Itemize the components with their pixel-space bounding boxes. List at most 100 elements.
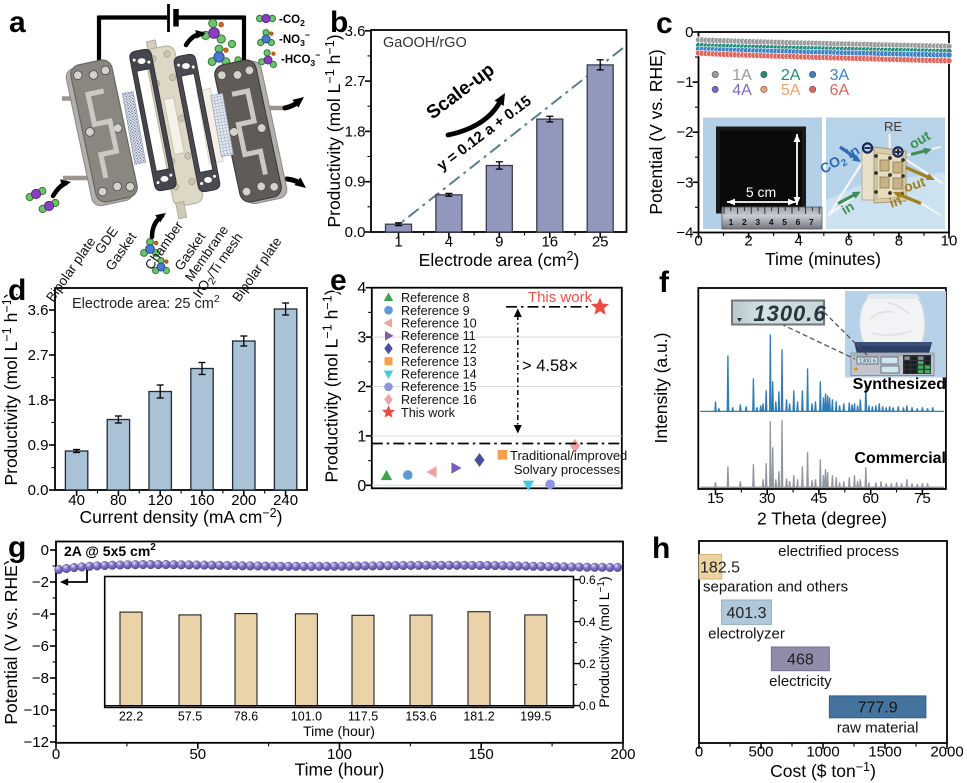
svg-text:Productivity (mol L−1): Productivity (mol L−1) [596, 576, 612, 707]
svg-text:3A: 3A [830, 67, 850, 84]
svg-text:Time (hour): Time (hour) [295, 760, 385, 780]
svg-text:a: a [9, 6, 26, 39]
svg-text:Reference 15: Reference 15 [401, 380, 477, 394]
svg-text:0: 0 [357, 478, 366, 495]
svg-text:2.7: 2.7 [345, 73, 366, 90]
svg-text:0.9: 0.9 [345, 174, 366, 191]
svg-text:Productivity (mol L−1 h−1): Productivity (mol L−1 h−1) [321, 289, 342, 482]
svg-text:Reference 14: Reference 14 [401, 368, 477, 382]
svg-text:−4: −4 [32, 606, 49, 623]
svg-text:1A: 1A [732, 67, 752, 84]
svg-text:1: 1 [729, 217, 734, 227]
svg-text:57.5: 57.5 [178, 710, 202, 724]
svg-text:> 4.58×: > 4.58× [522, 357, 578, 375]
svg-text:Synthesized: Synthesized [853, 376, 946, 393]
svg-text:80: 80 [110, 492, 127, 509]
svg-text:5 cm: 5 cm [746, 184, 776, 200]
svg-text:2: 2 [742, 217, 747, 227]
svg-text:3: 3 [755, 217, 760, 227]
svg-text:f: f [659, 266, 670, 299]
svg-text:Commercial: Commercial [854, 450, 946, 467]
svg-text:1300.6: 1300.6 [859, 359, 876, 365]
svg-text:Traditional/improved: Traditional/improved [510, 448, 627, 463]
svg-text:1500: 1500 [868, 744, 901, 761]
svg-text:160: 160 [189, 492, 214, 509]
svg-text:50: 50 [189, 746, 206, 763]
svg-text:22.2: 22.2 [119, 710, 143, 724]
svg-text:16: 16 [541, 234, 558, 251]
svg-text:5A: 5A [781, 82, 801, 99]
svg-text:Reference 11: Reference 11 [401, 329, 476, 343]
svg-text:electrolyzer: electrolyzer [708, 626, 785, 643]
svg-text:Solvary processes: Solvary processes [514, 462, 621, 477]
svg-text:4A: 4A [732, 82, 752, 99]
svg-text:0.4: 0.4 [579, 615, 596, 629]
svg-text:3.6: 3.6 [345, 23, 366, 40]
svg-text:2A: 2A [781, 67, 801, 84]
svg-text:This work: This work [401, 406, 456, 420]
svg-text:1000: 1000 [806, 744, 839, 761]
svg-text:−4: −4 [676, 224, 693, 241]
svg-text:Electrode area (cm2): Electrode area (cm2) [419, 249, 580, 270]
svg-text:101.0: 101.0 [291, 710, 322, 724]
svg-text:Current density (mA cm−2): Current density (mA cm−2) [79, 506, 282, 527]
svg-text:2: 2 [357, 379, 366, 396]
svg-text:117.5: 117.5 [348, 710, 378, 724]
svg-text:2000: 2000 [930, 744, 963, 761]
svg-text:-CO2: -CO2 [279, 14, 305, 28]
svg-text:This work: This work [528, 289, 593, 306]
svg-text:Time (minutes): Time (minutes) [765, 249, 881, 269]
svg-text:75: 75 [914, 490, 931, 507]
svg-text:electricity: electricity [769, 673, 832, 690]
svg-text:6: 6 [845, 233, 853, 250]
svg-text:1: 1 [394, 234, 402, 251]
svg-text:2: 2 [744, 233, 752, 250]
svg-text:c: c [656, 7, 673, 40]
svg-text:h: h [652, 532, 670, 565]
svg-text:120: 120 [148, 492, 173, 509]
svg-text:9: 9 [495, 234, 503, 251]
svg-text:Potential (V vs. RHE): Potential (V vs. RHE) [646, 49, 666, 214]
svg-text:RE: RE [884, 119, 902, 134]
svg-text:2.7: 2.7 [28, 347, 49, 364]
svg-text:e: e [330, 264, 347, 297]
svg-text:Reference 10: Reference 10 [401, 317, 477, 331]
svg-text:GaOOH/rGO: GaOOH/rGO [383, 35, 467, 51]
svg-text:181.2: 181.2 [463, 710, 494, 724]
svg-text:0: 0 [685, 24, 693, 41]
svg-text:0: 0 [695, 744, 703, 761]
svg-text:200: 200 [231, 492, 256, 509]
svg-text:15: 15 [707, 490, 724, 507]
svg-text:Time (hour): Time (hour) [303, 723, 375, 739]
svg-text:2 Theta (degree): 2 Theta (degree) [757, 509, 887, 529]
svg-text:5: 5 [782, 217, 787, 227]
svg-text:0.6: 0.6 [579, 573, 596, 587]
svg-text:0: 0 [694, 233, 702, 250]
svg-text:−10: −10 [24, 702, 49, 719]
svg-text:1: 1 [357, 428, 366, 445]
svg-text:Reference 8: Reference 8 [401, 291, 470, 305]
svg-text:6: 6 [796, 217, 801, 227]
svg-text:1.8: 1.8 [28, 392, 49, 409]
svg-text:150: 150 [469, 746, 494, 763]
svg-text:200: 200 [610, 746, 635, 763]
svg-text:45: 45 [811, 490, 828, 507]
svg-text:100: 100 [327, 746, 352, 763]
svg-text:separation and others: separation and others [703, 579, 848, 596]
svg-text:468: 468 [787, 652, 814, 669]
svg-text:Reference 16: Reference 16 [401, 393, 477, 407]
svg-text:1300.6: 1300.6 [753, 301, 826, 326]
svg-text:Cost ($ ton−1): Cost ($ ton−1) [770, 760, 876, 781]
svg-text:30: 30 [759, 490, 776, 507]
svg-text:60: 60 [862, 490, 879, 507]
svg-text:−6: −6 [32, 638, 49, 655]
svg-text:4: 4 [795, 233, 803, 250]
svg-text:0.9: 0.9 [28, 437, 49, 454]
svg-text:199.5: 199.5 [520, 710, 551, 724]
svg-text:−2: −2 [676, 124, 693, 141]
svg-text:Electrode area: 25 cm2: Electrode area: 25 cm2 [72, 294, 220, 312]
svg-text:raw material: raw material [837, 720, 919, 737]
svg-text:electrified process: electrified process [778, 543, 899, 560]
svg-text:0.0: 0.0 [28, 482, 49, 499]
svg-text:0.0: 0.0 [579, 699, 596, 713]
